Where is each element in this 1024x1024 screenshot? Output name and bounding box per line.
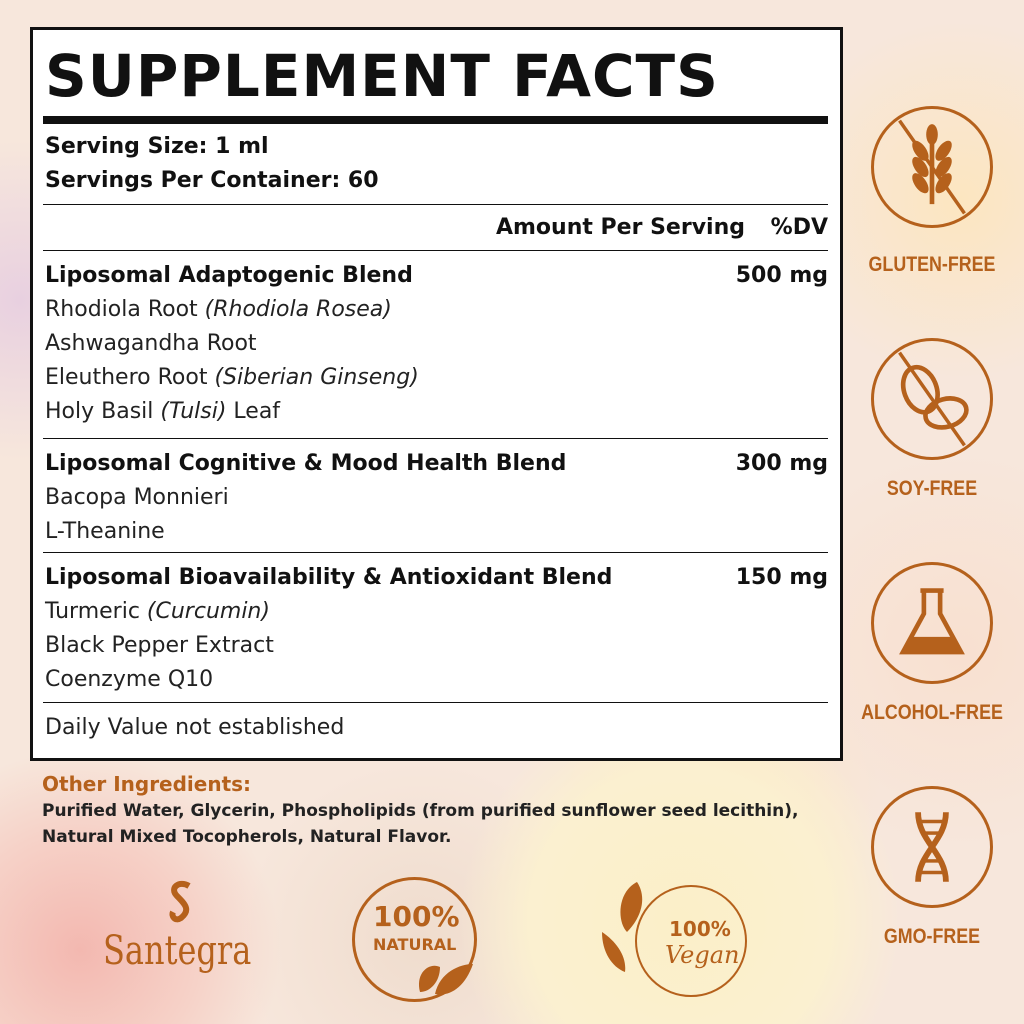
ingredient-name: Rhodiola Root [45, 297, 205, 322]
ingredient-item: Ashwagandha Root [45, 331, 257, 356]
dna-icon [871, 786, 993, 908]
blend-name: Liposomal Adaptogenic Blend [45, 263, 413, 288]
natural-badge: 100% NATURAL [352, 877, 477, 1002]
serving-size: Serving Size: 1 ml [45, 134, 269, 159]
badge-label: GLUTEN-FREE [868, 253, 996, 276]
divider-thick [43, 116, 828, 124]
wheat-crossed-icon [871, 106, 993, 228]
ingredient-item: Bacopa Monnieri [45, 485, 229, 510]
ingredient-name: Bacopa Monnieri [45, 485, 229, 510]
ingredient-name: Coenzyme Q10 [45, 667, 214, 692]
ingredient-item: Coenzyme Q10 [45, 667, 213, 692]
blend-name: Liposomal Bioavailability & Antioxidant … [45, 565, 613, 590]
other-ingredients-line: Purified Water, Glycerin, Phospholipids … [42, 801, 799, 821]
servings-per-container: Servings Per Container: 60 [45, 168, 379, 193]
ingredient-suffix: Leaf [226, 399, 281, 424]
flask-icon [871, 562, 993, 684]
ingredient-latin: (Rhodiola Rosea) [204, 297, 392, 322]
ingredient-name: L-Theanine [45, 519, 165, 544]
ingredient-name: Eleuthero Root [45, 365, 215, 390]
blend-name: Liposomal Cognitive & Mood Health Blend [45, 451, 567, 476]
leaf-icon [602, 882, 643, 972]
badge-label: ALCOHOL-FREE [861, 701, 1003, 724]
supplement-facts-panel: SUPPLEMENT FACTS Serving Size: 1 ml Serv… [30, 27, 843, 761]
ingredient-latin: (Siberian Ginseng) [214, 365, 419, 390]
ingredient-item: L-Theanine [45, 519, 165, 544]
other-ingredients-line: Natural Mixed Tocopherols, Natural Flavo… [42, 827, 452, 847]
ingredient-item: Black Pepper Extract [45, 633, 274, 658]
panel-title: SUPPLEMENT FACTS [45, 42, 719, 110]
blend-amount: 300 mg [735, 451, 828, 476]
santegra-s-icon [165, 880, 195, 928]
divider [43, 250, 828, 251]
leaf-icon [419, 964, 473, 995]
blend-amount: 500 mg [735, 263, 828, 288]
ingredient-name: Holy Basil [45, 399, 161, 424]
ingredient-latin: (Tulsi) [160, 399, 227, 424]
ingredient-name: Black Pepper Extract [45, 633, 274, 658]
footnote: Daily Value not established [45, 715, 345, 740]
other-ingredients-label: Other Ingredients: [42, 772, 252, 796]
divider [43, 552, 828, 553]
soybean-crossed-icon [871, 338, 993, 460]
blend-amount: 150 mg [735, 565, 828, 590]
divider [43, 204, 828, 205]
badge-label: GMO-FREE [883, 925, 981, 948]
ingredient-latin: (Curcumin) [146, 599, 270, 624]
ingredient-item: Rhodiola Root (Rhodiola Rosea) [45, 297, 392, 322]
badge-label: SOY-FREE [886, 477, 978, 500]
divider [43, 702, 828, 703]
vegan-pct: 100% [669, 917, 731, 941]
ingredient-name: Turmeric [45, 599, 147, 624]
natural-word: NATURAL [373, 935, 457, 954]
vegan-word: Vegan [665, 941, 740, 969]
dv-header: %DV [770, 215, 828, 240]
vegan-badge: 100% Vegan [602, 882, 747, 997]
ingredient-item: Holy Basil (Tulsi) Leaf [45, 399, 280, 424]
ingredient-name: Ashwagandha Root [45, 331, 257, 356]
divider [43, 438, 828, 439]
ingredient-item: Eleuthero Root (Siberian Ginseng) [45, 365, 419, 390]
amount-per-serving-header: Amount Per Serving [495, 215, 745, 240]
santegra-logo: Santegra [103, 928, 252, 974]
natural-pct: 100% [373, 900, 460, 933]
ingredient-item: Turmeric (Curcumin) [45, 599, 270, 624]
